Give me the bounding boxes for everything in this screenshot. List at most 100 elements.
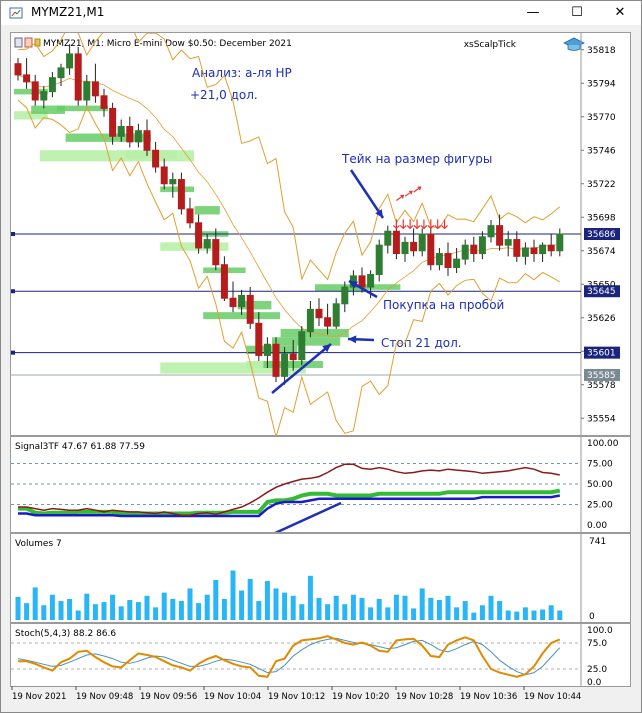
candle-bull bbox=[367, 273, 375, 288]
bollinger-mid bbox=[17, 74, 560, 337]
candle-bear bbox=[547, 244, 555, 252]
support-zone bbox=[31, 105, 65, 114]
volume-bar bbox=[436, 600, 442, 620]
volumes-title: Volumes 7 bbox=[15, 539, 62, 549]
candle-bull bbox=[435, 253, 443, 266]
candle-bull bbox=[418, 233, 426, 252]
volume-bar bbox=[376, 598, 382, 620]
candle-bull bbox=[332, 303, 340, 327]
candle-bear bbox=[220, 264, 228, 299]
buy-label: Покупка на пробой bbox=[383, 298, 504, 312]
time-tick-label: 19 Nov 10:04 bbox=[204, 692, 261, 702]
price-marker-label: 35645 bbox=[587, 287, 616, 297]
volumes-panel[interactable]: Volumes 7 741 0 bbox=[10, 533, 631, 623]
support-zone bbox=[272, 337, 341, 346]
signal3tf-panel[interactable]: Signal3TF 47.67 61.88 77.59 100.00 75.00 5… bbox=[10, 436, 631, 536]
bollinger-lower bbox=[17, 99, 561, 439]
take-label: Тейк на размер фигуры bbox=[341, 152, 492, 166]
entry-arrow-head bbox=[322, 344, 331, 353]
candle-bear bbox=[229, 297, 237, 308]
volume-bar bbox=[428, 597, 434, 620]
candle-bull bbox=[83, 81, 91, 101]
candle-bull bbox=[539, 244, 547, 255]
volume-bar bbox=[41, 605, 47, 620]
price-tick-label: 35770 bbox=[587, 113, 616, 123]
time-tick-label: 19 Nov 09:56 bbox=[140, 692, 197, 702]
candle-bear bbox=[289, 353, 297, 361]
volume-bar bbox=[213, 580, 219, 620]
volume-bar bbox=[32, 587, 38, 620]
candle-bull bbox=[298, 331, 306, 361]
support-zone bbox=[14, 111, 48, 120]
candle-bull bbox=[238, 294, 246, 308]
close-button[interactable]: ✕ bbox=[614, 5, 626, 20]
price-marker-label: 35601 bbox=[587, 349, 616, 359]
signal-tick-label: 25.00 bbox=[587, 501, 613, 511]
volume-bar bbox=[368, 607, 374, 620]
signal-arrow-icon bbox=[413, 186, 422, 193]
candle-bear bbox=[496, 225, 504, 246]
time-tick-label: 19 Nov 10:28 bbox=[396, 692, 453, 702]
time-tick-label: 19 Nov 10:20 bbox=[332, 692, 389, 702]
volume-bar bbox=[161, 592, 167, 620]
chart-window-icon bbox=[9, 7, 23, 19]
time-tick-label: 19 Nov 09:48 bbox=[76, 692, 133, 702]
candle-bear bbox=[91, 81, 99, 97]
level-anchor bbox=[11, 350, 15, 355]
candle-bull bbox=[40, 91, 48, 101]
volume-bar bbox=[230, 570, 236, 620]
stochastic-tick-label: 25.0 bbox=[587, 665, 607, 675]
candle-bull bbox=[504, 239, 512, 246]
support-zone bbox=[246, 345, 298, 355]
volumes-svg: Volumes 7 741 0 bbox=[15, 534, 606, 622]
volume-bar bbox=[479, 605, 485, 620]
volume-bar bbox=[299, 604, 305, 620]
candle-bear bbox=[427, 233, 435, 266]
volume-bar bbox=[49, 594, 55, 620]
price-marker bbox=[584, 346, 620, 359]
candle-bear bbox=[186, 208, 194, 224]
candle-bear bbox=[358, 275, 366, 288]
volume-bar bbox=[497, 601, 503, 620]
price-tick-label: 35722 bbox=[587, 180, 616, 190]
time-tick-label: 19 Nov 10:12 bbox=[268, 692, 325, 702]
price-tick-label: 35818 bbox=[587, 46, 616, 56]
volume-bar bbox=[531, 610, 537, 620]
maximize-button[interactable]: ☐ bbox=[571, 5, 583, 20]
profit-label: +21,0 дол. bbox=[190, 88, 258, 102]
title-bar: MYMZ21,M1 — ☐ ✕ bbox=[1, 1, 641, 25]
signal-arrow-icon bbox=[404, 190, 413, 197]
candle-bear bbox=[530, 247, 538, 255]
stochastic-panel[interactable]: Stoch(5,4,3) 88.2 86.6 100.0 75.0 25.0 0.0 bbox=[10, 623, 631, 688]
candle-bear bbox=[31, 81, 39, 101]
candle-bull bbox=[556, 233, 564, 252]
stochastic-signal-line bbox=[17, 637, 561, 676]
stochastic-svg: Stoch(5,4,3) 88.2 86.6 100.0 75.0 25.0 0.0 bbox=[11, 624, 613, 688]
minimize-button[interactable]: — bbox=[526, 5, 540, 20]
candle-bull bbox=[117, 126, 125, 137]
main-chart-panel[interactable]: MYMZ21, M1: Micro E-mini Dow $0.50: Dece… bbox=[10, 9, 631, 439]
volume-bar bbox=[153, 607, 159, 620]
price-tick-label: 35746 bbox=[587, 146, 616, 156]
volume-min-label: 0 bbox=[589, 612, 595, 622]
candle-bull bbox=[48, 77, 56, 93]
price-tick-label: 35554 bbox=[587, 414, 616, 424]
volume-bar bbox=[67, 598, 73, 620]
candle-bull bbox=[521, 247, 529, 257]
time-axis: 19 Nov 2021 19 Nov 09:48 19 Nov 09:56 19 No… bbox=[10, 686, 581, 702]
volume-bar bbox=[75, 610, 81, 620]
volume-bar bbox=[101, 602, 107, 620]
buy-arrow-head bbox=[349, 281, 358, 289]
take-arrow-head bbox=[375, 209, 383, 218]
volume-bar bbox=[135, 602, 141, 620]
price-tick-label: 35794 bbox=[587, 79, 616, 89]
volume-bar bbox=[239, 590, 245, 620]
price-tick-label: 35578 bbox=[587, 381, 616, 391]
level-anchor bbox=[11, 232, 15, 236]
volume-bar bbox=[445, 595, 451, 620]
candle-bear bbox=[513, 239, 521, 257]
volume-bar bbox=[393, 594, 399, 620]
candle-bull bbox=[461, 244, 469, 260]
volume-bar bbox=[204, 594, 210, 620]
